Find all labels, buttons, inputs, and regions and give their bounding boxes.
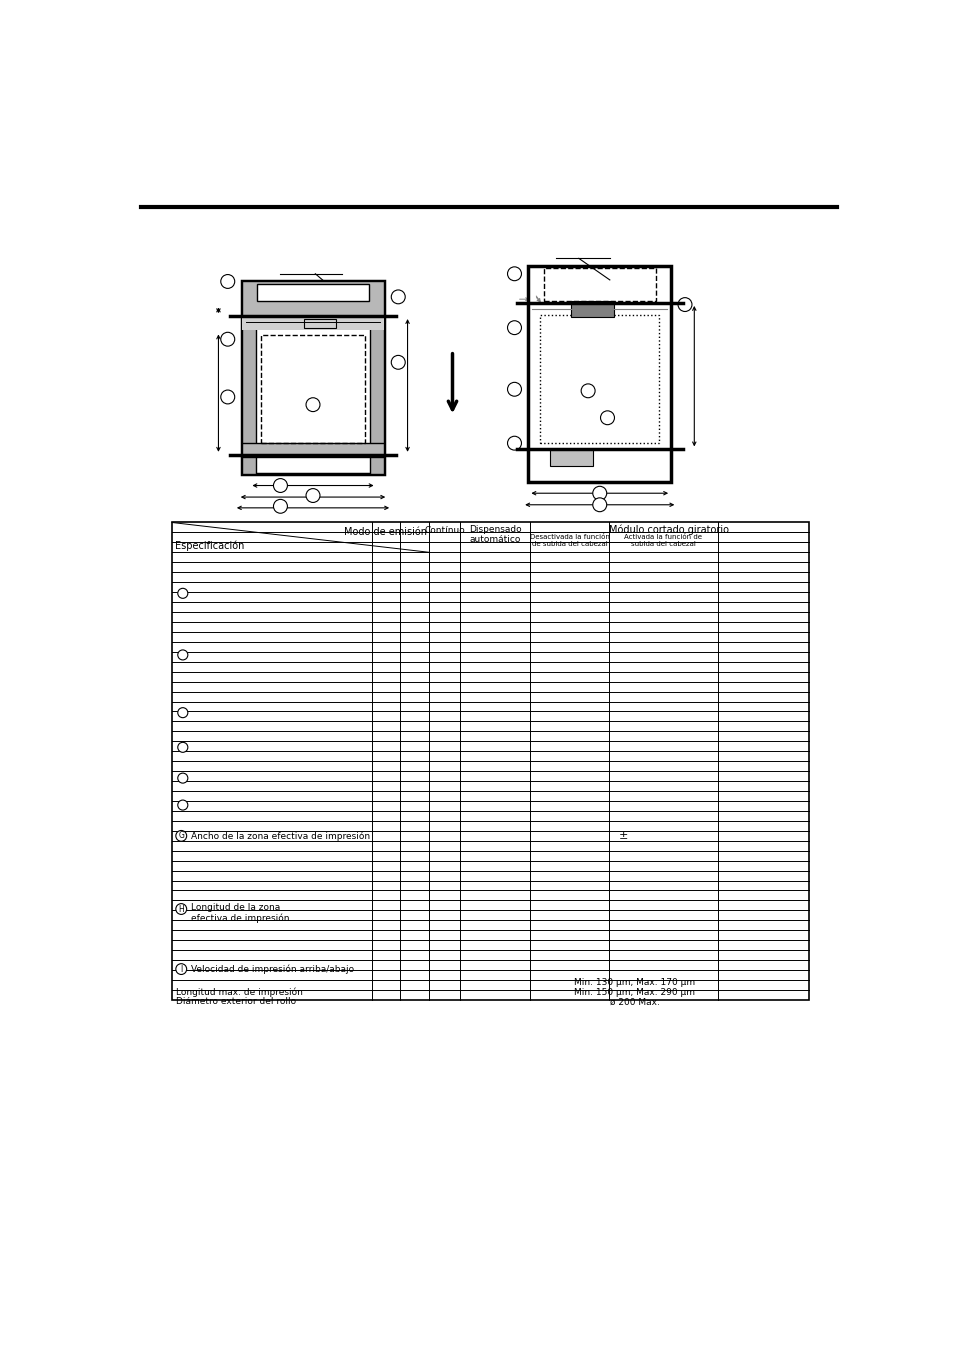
Text: G: G xyxy=(178,831,184,840)
Circle shape xyxy=(177,800,188,811)
Text: Modo de emisión: Modo de emisión xyxy=(344,527,427,538)
Bar xyxy=(543,267,655,301)
Bar xyxy=(241,281,384,316)
Bar xyxy=(241,443,384,457)
Bar xyxy=(241,316,384,330)
Text: Diámetro exterior del rollo: Diámetro exterior del rollo xyxy=(175,997,295,1006)
Text: Activada la función de
subida del cabezal: Activada la función de subida del cabeza… xyxy=(623,534,701,547)
Text: Longitud de la zona
efectiva de impresión: Longitud de la zona efectiva de impresió… xyxy=(192,902,290,923)
Circle shape xyxy=(580,384,595,397)
Text: Longitud max. de impresión: Longitud max. de impresión xyxy=(175,988,302,997)
Circle shape xyxy=(306,397,319,412)
Text: Módulo cortado giratorio: Módulo cortado giratorio xyxy=(609,524,729,535)
Circle shape xyxy=(391,355,405,369)
Bar xyxy=(241,281,384,474)
Text: ±: ± xyxy=(618,831,628,840)
Circle shape xyxy=(177,650,188,659)
Circle shape xyxy=(507,267,521,281)
Circle shape xyxy=(220,390,234,404)
Circle shape xyxy=(177,588,188,598)
Circle shape xyxy=(175,963,187,974)
Circle shape xyxy=(220,332,234,346)
Text: Min. 150 μm, Max. 290 μm: Min. 150 μm, Max. 290 μm xyxy=(574,988,695,997)
Circle shape xyxy=(507,436,521,450)
Bar xyxy=(370,281,384,474)
Text: Contínuo: Contínuo xyxy=(424,527,465,535)
Circle shape xyxy=(599,411,614,424)
Circle shape xyxy=(175,831,187,842)
Circle shape xyxy=(507,382,521,396)
Bar xyxy=(528,266,670,482)
Bar xyxy=(303,319,335,328)
Bar xyxy=(539,315,659,443)
Text: ø 200 Max.: ø 200 Max. xyxy=(609,997,659,1006)
Circle shape xyxy=(177,708,188,717)
Bar xyxy=(257,284,369,301)
Circle shape xyxy=(592,486,606,500)
Circle shape xyxy=(177,742,188,753)
Circle shape xyxy=(177,773,188,784)
Text: Velocidad de impresión arriba/abajo: Velocidad de impresión arriba/abajo xyxy=(192,965,355,974)
Circle shape xyxy=(507,320,521,335)
Text: Especificación: Especificación xyxy=(174,540,244,551)
Text: Min. 130 μm, Max. 170 μm: Min. 130 μm, Max. 170 μm xyxy=(574,978,695,986)
Text: I: I xyxy=(180,965,182,974)
Text: Ancho de la zona efectiva de impresión: Ancho de la zona efectiva de impresión xyxy=(192,831,370,840)
Bar xyxy=(550,450,592,466)
Circle shape xyxy=(678,297,691,312)
Bar xyxy=(261,335,365,443)
Circle shape xyxy=(391,290,405,304)
Bar xyxy=(241,281,255,474)
Bar xyxy=(172,523,808,1000)
Circle shape xyxy=(306,489,319,503)
Circle shape xyxy=(274,500,287,513)
Text: Desactivada la función
de subida del cabezal: Desactivada la función de subida del cab… xyxy=(529,534,609,547)
Text: H: H xyxy=(178,905,184,913)
Bar xyxy=(571,301,613,317)
Text: Dispensado
automático: Dispensado automático xyxy=(468,524,521,544)
Circle shape xyxy=(592,497,606,512)
Circle shape xyxy=(274,478,287,493)
Circle shape xyxy=(220,274,234,288)
Circle shape xyxy=(175,904,187,915)
